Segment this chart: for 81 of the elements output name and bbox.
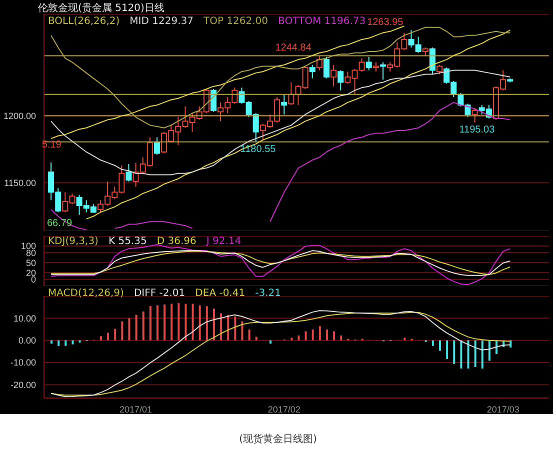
text: DEA -0.41 (195, 288, 246, 299)
x-tick-label: 2017/02 (268, 404, 300, 414)
bar (432, 340, 434, 346)
text: TOP 1262.00 (203, 16, 268, 27)
bar (453, 340, 456, 364)
legend-title: KDJ(9,3,3) (48, 236, 98, 247)
text: MID 1229.37 (130, 16, 194, 27)
annotation: 1263.95 (367, 17, 404, 28)
bar (340, 335, 342, 340)
y-tick-label: 0.00 (18, 336, 36, 346)
candlestick (330, 64, 337, 87)
bar (156, 305, 158, 340)
bar (234, 316, 236, 340)
series-label: K 55.35 (108, 236, 147, 247)
y-tick-label: -10.00 (10, 358, 36, 368)
bar (446, 340, 448, 359)
line-series (50, 26, 405, 140)
candlestick (380, 62, 386, 80)
bar (114, 328, 116, 340)
bar (510, 340, 512, 348)
bar (142, 312, 144, 340)
bar (164, 304, 166, 340)
bar (460, 340, 462, 369)
bar (438, 340, 441, 351)
text: DIFF -2.01 (134, 288, 186, 299)
y-tick-label: -20.00 (10, 380, 36, 390)
bar (135, 314, 138, 340)
bar (198, 305, 201, 340)
bar (404, 338, 406, 340)
x-tick-label: 2017/03 (486, 404, 520, 414)
bar (212, 308, 215, 340)
chart-title: 伦敦金现(贵金属 5120)日线 (38, 2, 164, 15)
bar (227, 314, 230, 340)
bar (121, 321, 124, 340)
annotation: 1195.03 (459, 124, 496, 136)
bar (290, 338, 293, 340)
annotation: 1244.84 (275, 42, 312, 54)
bar (318, 326, 321, 340)
text: -3.21 (255, 288, 281, 299)
line-series (86, 30, 511, 220)
bar (72, 340, 74, 344)
bar (326, 329, 328, 340)
bar (488, 340, 490, 361)
legend-title: BOLL(26,26,2) (48, 16, 120, 27)
series-label: D 36.96 (156, 236, 196, 247)
bar (248, 329, 250, 340)
bar (241, 321, 244, 340)
y-tick-label: 10.00 (13, 313, 36, 324)
y-tick-label: 1200.00 (3, 110, 36, 121)
y-tick-label: 1150.00 (4, 178, 36, 188)
bar (149, 306, 152, 340)
bar (474, 340, 476, 367)
bar (128, 318, 130, 340)
bar (304, 331, 307, 340)
bar (255, 336, 258, 340)
bar (100, 336, 102, 340)
y-tick-label: 0 (30, 274, 36, 285)
bar (184, 304, 187, 340)
bar (107, 332, 110, 340)
x-tick-label: 2017/01 (120, 404, 152, 414)
bar (333, 331, 336, 340)
bar (220, 313, 222, 340)
line-series (50, 244, 511, 286)
annotation: 1180.55 (240, 144, 276, 155)
legend-title: MACD(12,26,9) (48, 288, 124, 299)
bar (312, 329, 314, 340)
y-tick-label: 80 (26, 248, 36, 258)
y-tick-label: 50 (26, 258, 36, 268)
annotation: 66.79 (46, 218, 74, 229)
bar (192, 304, 194, 340)
bar (170, 304, 173, 340)
bar (298, 335, 300, 340)
text: (现货黄金日线图) (238, 432, 318, 446)
bar (481, 340, 484, 369)
series-label: J 92.14 (206, 236, 242, 247)
bar (206, 306, 208, 340)
bar (467, 340, 470, 369)
bar (64, 340, 67, 346)
bar (178, 303, 180, 340)
text: BOTTOM 1196.73 (278, 16, 366, 27)
bar (58, 340, 60, 346)
